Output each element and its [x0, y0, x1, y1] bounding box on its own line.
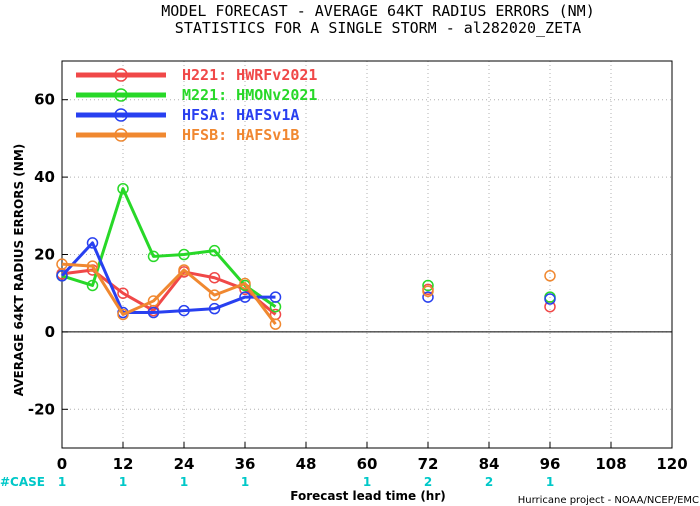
data-point — [86, 279, 99, 292]
legend-marker — [114, 128, 128, 142]
x-tick-label: 96 — [540, 455, 561, 473]
case-count: 1 — [58, 475, 66, 489]
x-tick-label: 24 — [174, 455, 195, 473]
axis-ticks: 0 12 24 36 48 60 72 84 96 108 120 -20 0 20 40 60 — [28, 91, 688, 473]
y-axis-title: AVERAGE 64KT RADIUS ERRORS (NM) — [12, 144, 26, 396]
legend-marker — [114, 68, 128, 82]
data-point — [208, 271, 221, 284]
case-count: 1 — [546, 475, 554, 489]
x-tick-label: 84 — [479, 455, 500, 473]
data-point — [147, 295, 160, 307]
legend-label: HFSB: HAFSv1B — [182, 126, 299, 144]
x-tick-label: 0 — [57, 455, 67, 473]
data-point — [422, 279, 434, 292]
case-counts: 1 1 1 1 1 2 2 1 — [58, 475, 554, 489]
data-point — [178, 304, 190, 317]
data-point — [178, 248, 190, 261]
series-group — [56, 237, 556, 319]
x-tick-label: 36 — [235, 455, 256, 473]
legend-label: M221: HMONv2021 — [182, 86, 317, 104]
legend-marker — [114, 108, 128, 122]
case-count: 1 — [180, 475, 188, 489]
data-point — [86, 237, 99, 249]
case-count-label: #CASE — [0, 475, 45, 489]
y-tick-label: 20 — [34, 246, 55, 264]
series-group — [56, 258, 556, 330]
y-tick-label: 40 — [34, 168, 55, 186]
data-point — [117, 182, 129, 195]
case-count: 1 — [363, 475, 371, 489]
x-tick-label: 120 — [656, 455, 687, 473]
credit-text: Hurricane project - NOAA/NCEP/EMC — [518, 495, 699, 506]
case-count: 2 — [485, 475, 493, 489]
data-point — [147, 306, 160, 319]
chart-title-line-1: MODEL FORECAST - AVERAGE 64KT RADIUS ERR… — [161, 2, 594, 20]
y-tick-label: -20 — [28, 400, 55, 418]
data-point — [117, 287, 129, 299]
data-point — [269, 291, 282, 303]
case-count: 1 — [241, 475, 249, 489]
x-tick-label: 72 — [418, 455, 439, 473]
case-count: 1 — [119, 475, 127, 489]
y-tick-label: 0 — [45, 323, 55, 341]
data-point — [422, 291, 434, 303]
data-point — [544, 270, 556, 282]
y-tick-label: 60 — [34, 91, 55, 109]
legend-label: H221: HWRFv2021 — [182, 66, 317, 84]
data-point — [544, 293, 556, 305]
data-point — [86, 260, 99, 272]
chart-title-line-2: STATISTICS FOR A SINGLE STORM - al282020… — [175, 19, 581, 37]
x-tick-label: 12 — [113, 455, 134, 473]
data-point — [208, 302, 221, 315]
series-line — [61, 187, 277, 308]
data-point — [422, 285, 434, 298]
legend: H221: HWRFv2021 M221: HMONv2021 HFSA: HAFS… — [76, 66, 317, 144]
data-point — [208, 289, 221, 301]
data-point — [239, 291, 251, 303]
series-layer — [56, 182, 556, 330]
series-group — [56, 182, 556, 313]
data-point — [117, 308, 129, 321]
x-axis-title: Forecast lead time (hr) — [290, 489, 446, 503]
data-point — [56, 258, 68, 270]
data-point — [269, 318, 282, 330]
data-point — [56, 270, 68, 282]
data-point — [147, 250, 160, 263]
data-point — [208, 244, 221, 257]
data-point — [178, 264, 190, 276]
case-count: 2 — [424, 475, 432, 489]
x-tick-label: 108 — [595, 455, 626, 473]
legend-label: HFSA: HAFSv1A — [182, 106, 299, 124]
legend-marker — [114, 88, 128, 102]
data-point — [239, 277, 251, 290]
x-tick-label: 60 — [357, 455, 378, 473]
x-tick-label: 48 — [296, 455, 317, 473]
